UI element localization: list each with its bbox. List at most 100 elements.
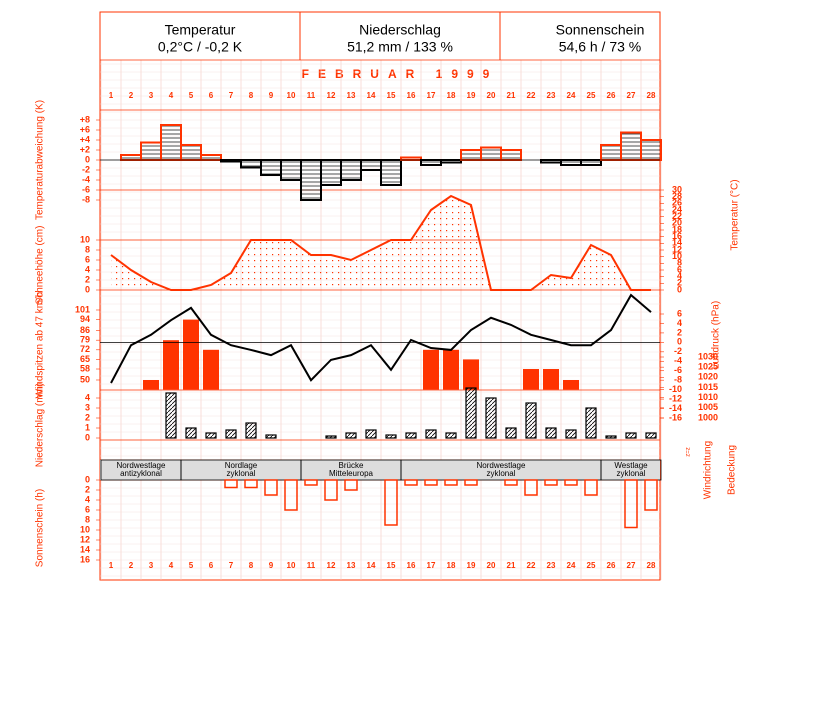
tick-label: -10	[669, 384, 682, 394]
month-title: FEBRUAR 1999	[302, 67, 499, 81]
deviation-bar	[240, 159, 262, 169]
day-label: 8	[249, 561, 254, 570]
precip-bar	[525, 402, 537, 439]
sunshine-bar	[504, 479, 518, 486]
precip-bar	[325, 435, 337, 439]
weather-type-label: Westlage	[614, 461, 648, 470]
tick-label: -16	[669, 412, 682, 422]
day-label: 4	[169, 91, 174, 100]
sunshine-bar	[384, 479, 398, 526]
sunshine-bar	[304, 479, 318, 486]
tick-label: 4	[677, 318, 682, 328]
sunshine-bar	[444, 479, 458, 486]
precip-bar	[165, 392, 177, 439]
sunshine-bar	[424, 479, 438, 486]
day-label: 22	[527, 561, 536, 570]
precip-bar	[405, 432, 417, 439]
precip-bar	[605, 435, 617, 439]
axis-label: Windspitzen ab 47 km/h	[35, 292, 46, 399]
sunshine-bar	[284, 479, 298, 511]
deviation-bar	[560, 159, 582, 166]
header-value: 54,6 h / 73 %	[559, 39, 642, 55]
deviation-bar	[120, 154, 142, 161]
sunshine-bar	[544, 479, 558, 486]
day-label: 24	[567, 561, 576, 570]
tick-label: 8	[85, 514, 90, 524]
day-label: 9	[269, 91, 274, 100]
day-label: 17	[427, 91, 436, 100]
tick-label: 65	[80, 354, 90, 364]
day-label: 11	[307, 561, 316, 570]
precip-bar	[245, 422, 257, 439]
sunshine-bar	[244, 479, 258, 489]
gust-bar	[523, 369, 539, 390]
day-label: 27	[627, 561, 636, 570]
tick-label: 86	[80, 325, 90, 335]
tick-label: 12	[80, 534, 90, 544]
tick-label: 1030	[698, 351, 718, 361]
day-label: 19	[467, 561, 476, 570]
day-label: 10	[287, 91, 296, 100]
weather-type-label: Mitteleuropa	[329, 469, 374, 478]
day-label: 1	[109, 91, 114, 100]
day-label: 8	[249, 91, 254, 100]
gust-bar	[463, 359, 479, 390]
day-label: 18	[447, 91, 456, 100]
precip-bar	[645, 432, 657, 439]
sunshine-bar	[524, 479, 538, 496]
weather-type-label: zyklonal	[487, 469, 516, 478]
side-label: z=z	[686, 447, 692, 457]
day-label: 3	[149, 91, 154, 100]
gust-bar	[543, 369, 559, 390]
deviation-bar	[480, 146, 502, 161]
deviation-bar	[380, 159, 402, 186]
header-value: 0,2°C / -0,2 K	[158, 39, 243, 55]
tick-label: -2	[674, 346, 682, 356]
axis-label: Schneehöhe (cm)	[35, 226, 46, 305]
weather-type-label: zyklonal	[227, 469, 256, 478]
precip-bar	[585, 407, 597, 439]
day-label: 5	[189, 561, 194, 570]
tick-label: 10	[80, 234, 90, 244]
sunshine-bar	[464, 479, 478, 486]
day-label: 10	[287, 561, 296, 570]
deviation-bar	[500, 149, 522, 161]
tick-label: -4	[82, 174, 90, 184]
tick-label: 1010	[698, 392, 718, 402]
tick-label: 3	[85, 402, 90, 412]
day-label: 15	[387, 561, 396, 570]
day-label: 11	[307, 91, 316, 100]
tick-label: 4	[85, 264, 90, 274]
tick-label: 22	[672, 211, 682, 221]
tick-label: 0	[85, 474, 90, 484]
tick-label: 10	[80, 524, 90, 534]
day-label: 6	[209, 91, 214, 100]
day-label: 28	[647, 561, 656, 570]
precip-bar	[565, 429, 577, 439]
pressure-line	[110, 293, 652, 384]
gust-bar	[563, 379, 579, 390]
weather-type-label: Nordwestlage	[477, 461, 526, 470]
deviation-bar	[140, 141, 162, 161]
deviation-bar	[180, 144, 202, 161]
tick-label: -2	[82, 164, 90, 174]
precip-bar	[505, 427, 517, 439]
precip-bar	[185, 427, 197, 439]
day-label: 14	[367, 91, 376, 100]
day-label: 7	[229, 91, 234, 100]
tick-label: 8	[85, 244, 90, 254]
axis-label: Temperatur (°C)	[730, 179, 741, 250]
snow-line	[110, 194, 651, 291]
tick-label: 94	[80, 314, 90, 324]
tick-label: 1025	[698, 362, 718, 372]
tick-label: 0	[85, 432, 90, 442]
precip-bar	[385, 434, 397, 439]
tick-label: 0	[677, 337, 682, 347]
tick-label: 50	[80, 374, 90, 384]
header-title: Sonnenschein	[556, 22, 645, 38]
day-label: 23	[547, 91, 556, 100]
tick-label: 10	[672, 251, 682, 261]
day-label: 2	[129, 91, 134, 100]
header-title: Niederschlag	[359, 22, 441, 38]
